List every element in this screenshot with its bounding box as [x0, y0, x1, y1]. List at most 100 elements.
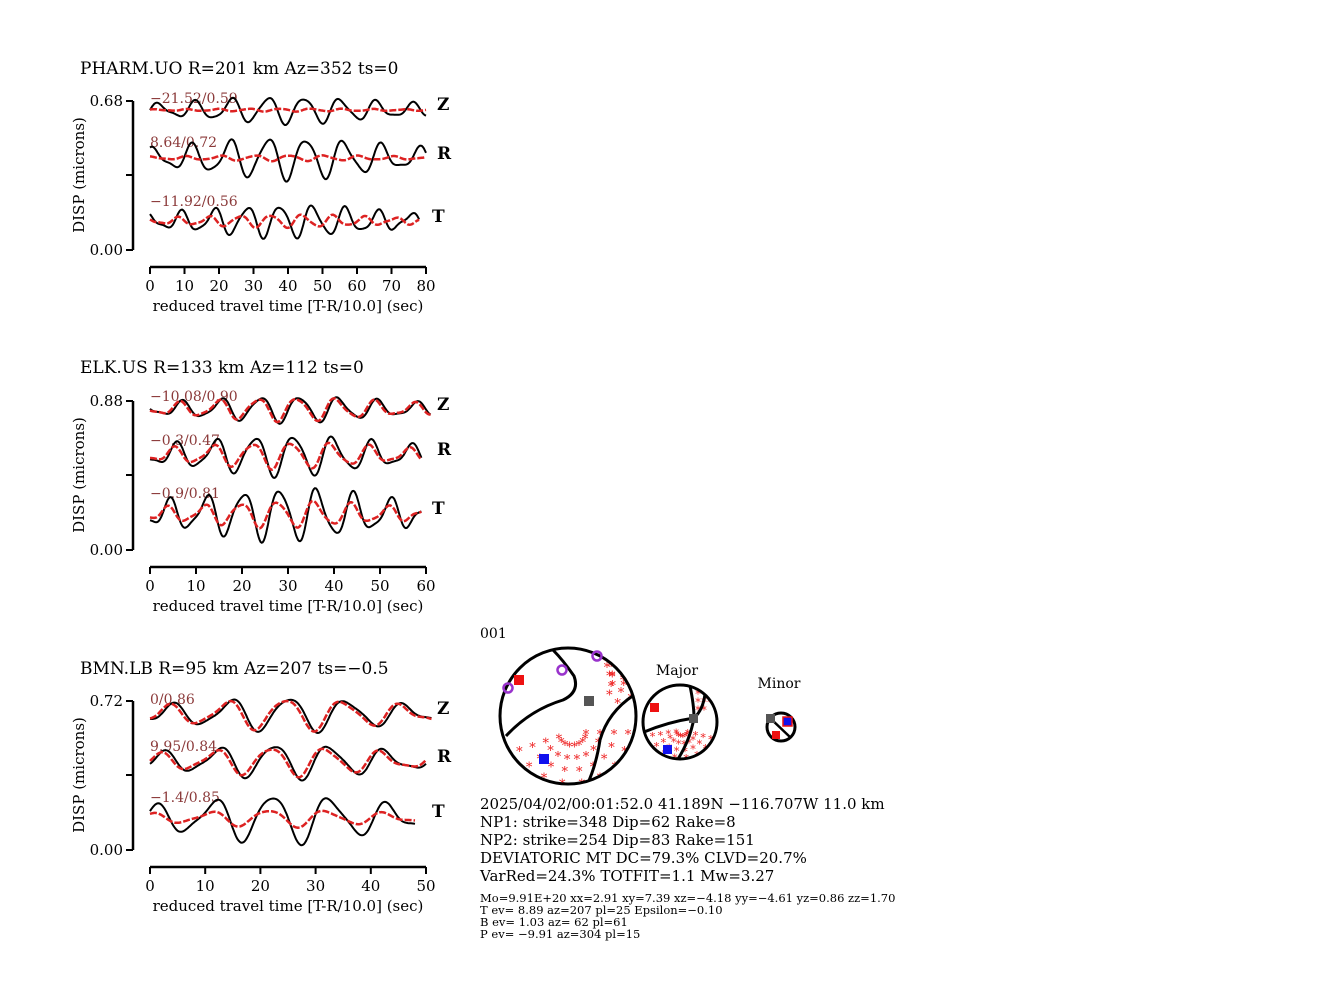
x-axis-label: reduced travel time [T-R/10.0] (sec) [153, 897, 424, 915]
compression-star: * [574, 753, 581, 768]
t-axis-marker [539, 754, 549, 764]
compression-star: * [673, 727, 679, 740]
fit-label-z: −10.08/0.90 [150, 389, 238, 405]
compression-star: * [701, 704, 707, 717]
focal-sphere [641, 683, 719, 761]
x-tick-label: 20 [209, 277, 228, 295]
fit-label-z: −21.52/0.59 [150, 91, 238, 107]
obs-trace-t [149, 204, 421, 240]
x-tick-label: 80 [416, 277, 435, 295]
t-axis-text: T ev= 8.89 az=207 pl=25 Epsilon=−0.10 [480, 903, 723, 917]
compression-star: * [590, 744, 597, 759]
compression-star: * [665, 728, 671, 741]
obs-trace-t [149, 487, 422, 544]
compression-star: * [690, 734, 696, 747]
x-axis-label: reduced travel time [T-R/10.0] (sec) [153, 297, 424, 315]
x-tick-label: 50 [313, 277, 332, 295]
component-t: T [432, 802, 445, 822]
focal-sphere [498, 646, 638, 786]
y-tick-label: 0.00 [90, 841, 123, 859]
station-marker [556, 664, 568, 676]
compression-stars: ****************************************… [503, 641, 636, 793]
x-tick-label: 20 [232, 577, 251, 595]
x-tick-label: 0 [145, 277, 155, 295]
compression-star: * [625, 728, 632, 743]
compression-star: * [678, 731, 684, 744]
minor-label: Minor [758, 676, 801, 692]
compression-star: * [674, 745, 680, 758]
syn-trace-z [149, 107, 427, 113]
compression-star: * [609, 670, 616, 685]
b-axis-marker [689, 714, 698, 723]
b-axis-text: B ev= 1.03 az= 62 pl=61 [480, 915, 628, 929]
compression-star: * [555, 750, 562, 765]
compression-star: * [620, 674, 627, 689]
obs-trace-z [149, 96, 427, 126]
np1-text: NP1: strike=348 Dip=62 Rake=8 [480, 813, 736, 831]
y-tick-label: 0.72 [90, 692, 123, 710]
compression-star: * [684, 729, 690, 742]
x-tick-label: 30 [278, 577, 297, 595]
compression-star: * [682, 731, 688, 744]
compression-star: * [548, 761, 555, 776]
compression-star: * [579, 736, 586, 751]
x-tick-label: 30 [306, 877, 325, 895]
beachball-minor [765, 711, 797, 743]
fit-label-t: −11.92/0.56 [150, 194, 238, 210]
compression-star: * [526, 760, 533, 775]
compression-star: * [611, 728, 618, 743]
compression-star: * [605, 641, 612, 656]
compression-star: * [628, 692, 635, 707]
component-t: T [432, 207, 445, 227]
compression-star: * [650, 731, 656, 744]
y-tick-label: 0.88 [90, 392, 123, 410]
compression-star: * [700, 731, 706, 744]
component-t: T [432, 499, 445, 519]
compression-star: * [693, 729, 699, 742]
panel-title: PHARM.UO R=201 km Az=352 ts=0 [80, 59, 398, 79]
compression-star: * [609, 670, 616, 685]
compression-star: * [578, 778, 585, 793]
x-tick-label: 40 [324, 577, 343, 595]
compression-star: * [628, 648, 635, 663]
compression-star: * [608, 660, 615, 675]
compression-star: * [604, 661, 611, 676]
fit-label-r: −0.3/0.47 [150, 433, 220, 449]
compression-star: * [674, 729, 680, 742]
obs-trace-z [149, 698, 432, 735]
fit-label-r: 8.64/0.72 [150, 135, 217, 151]
x-tick-label: 0 [145, 577, 155, 595]
compression-star: * [516, 745, 523, 760]
y-axis-label: DISP (microns) [70, 117, 88, 233]
compression-star: * [608, 680, 615, 695]
p-axis-marker [650, 703, 659, 712]
x-tick-label: 60 [347, 277, 366, 295]
compression-star: * [618, 654, 625, 669]
compression-star: * [658, 729, 664, 742]
compression-star: * [609, 679, 616, 694]
event-origin: 2025/04/02/00:01:52.0 41.189N −116.707W … [480, 795, 885, 813]
x-tick-label: 30 [244, 277, 263, 295]
compression-star: * [529, 741, 536, 756]
nodal-plane-2 [585, 693, 635, 784]
compression-star: * [690, 743, 696, 756]
compression-star: * [713, 688, 719, 701]
component-z: Z [437, 395, 449, 415]
compression-star: * [697, 738, 703, 751]
compression-star: * [556, 732, 563, 747]
beachball-major: *********** * * ****** * * ***** * * **** * * ** * * **… [641, 683, 719, 761]
compression-star: * [582, 732, 589, 747]
x-tick-label: 20 [251, 877, 270, 895]
syn-trace-r [149, 747, 427, 779]
compression-star: * [601, 752, 608, 767]
compression-star: * [566, 740, 573, 755]
compression-star: * [695, 696, 701, 709]
x-tick-label: 50 [370, 577, 389, 595]
compression-star: * [654, 740, 660, 753]
syn-trace-r [149, 154, 427, 163]
syn-trace-t [149, 499, 422, 530]
y-tick-label: 0.00 [90, 541, 123, 559]
compression-star: * [608, 741, 615, 756]
p-axis-marker [514, 675, 524, 685]
